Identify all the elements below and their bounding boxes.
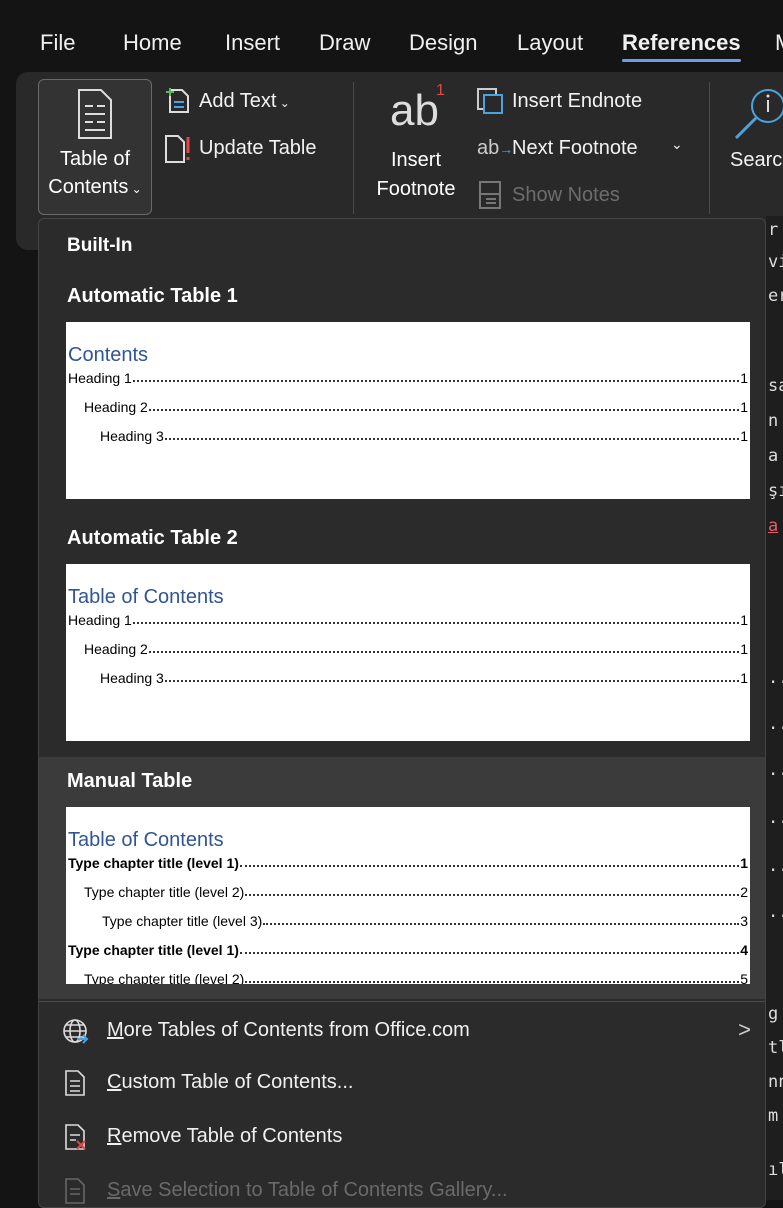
preview-line: Type chapter title (level 1) 4 xyxy=(68,942,748,958)
document-icon xyxy=(65,1070,85,1096)
ribbon-divider xyxy=(353,82,354,214)
preview-line: Type chapter title (level 3) 3 xyxy=(102,913,748,929)
insert-footnote-label-2: Footnote xyxy=(376,178,456,200)
insert-endnote-icon xyxy=(477,88,503,114)
section-title: Automatic Table 2 xyxy=(67,527,238,549)
preview-line: Type chapter title (level 2) 2 xyxy=(84,884,748,900)
tab-home[interactable]: Home xyxy=(123,30,182,55)
more-tables-online-item[interactable]: More Tables of Contents from Office.com … xyxy=(39,1009,765,1055)
preview-line: Type chapter title (level 1) 1 xyxy=(68,855,748,871)
preview-line: Type chapter title (level 2) 5 xyxy=(84,971,748,984)
built-in-header: Built-In xyxy=(67,235,133,256)
preview-title: Contents xyxy=(68,344,149,366)
tab-insert[interactable]: Insert xyxy=(225,30,281,55)
next-footnote-dropdown[interactable]: ⌄ xyxy=(671,136,683,152)
section-title: Automatic Table 1 xyxy=(67,285,238,307)
custom-table-of-contents-item[interactable]: Custom Table of Contents... xyxy=(39,1061,765,1107)
toc-preview-2[interactable]: Table of Contents Heading 1 1 Heading 2 1 Hea… xyxy=(66,564,750,741)
globe-icon xyxy=(63,1019,89,1044)
search-button[interactable]: Search xyxy=(730,149,783,171)
update-table-icon xyxy=(165,135,190,163)
tab-draw[interactable]: Draw xyxy=(319,30,371,55)
add-text-button[interactable]: Add Text ⌄ xyxy=(199,90,290,112)
save-selection-to-gallery-item[interactable]: Save Selection to Table of Contents Gall… xyxy=(39,1169,765,1207)
save-gallery-icon xyxy=(65,1178,85,1204)
document-background: r vir er sa n a şıl a ... ... ... ... ..… xyxy=(766,216,783,1200)
table-of-contents-dropdown: Built-In Automatic Table 1 Contents Headin… xyxy=(38,218,766,1208)
preview-title: Table of Contents xyxy=(68,829,224,851)
chevron-right-icon: > xyxy=(738,1017,751,1042)
remove-document-icon xyxy=(65,1124,86,1150)
menu-divider xyxy=(39,1001,765,1002)
tab-file[interactable]: File xyxy=(40,30,76,55)
section-title: Manual Table xyxy=(67,770,193,792)
toc-label-2: Contents xyxy=(48,176,129,198)
add-text-icon xyxy=(166,88,189,113)
ribbon-divider xyxy=(709,82,710,214)
table-of-contents-button[interactable]: Table of Contents ⌄ xyxy=(38,79,152,215)
toc-preview-3[interactable]: Table of Contents Type chapter title (lev… xyxy=(66,807,750,984)
footnote-superscript: 1 xyxy=(436,82,445,99)
tab-layout[interactable]: Layout xyxy=(517,30,584,55)
search-icon xyxy=(734,89,783,140)
chevron-down-icon: ⌄ xyxy=(128,182,142,196)
tab-mailings[interactable]: M xyxy=(775,30,783,56)
next-footnote-button[interactable]: Next Footnote xyxy=(512,137,638,159)
insert-footnote-button[interactable]: ab 1 Insert Footnote xyxy=(370,80,462,210)
document-icon xyxy=(78,89,112,139)
remove-table-of-contents-item[interactable]: Remove Table of Contents xyxy=(39,1115,765,1161)
footnote-icon: ab xyxy=(390,86,439,135)
tab-design[interactable]: Design xyxy=(409,30,478,55)
next-footnote-icon: ab→ xyxy=(477,137,514,159)
preview-title: Table of Contents xyxy=(68,586,224,608)
ribbon-tabs: File Home Insert Draw Design Layout Refe… xyxy=(0,30,783,66)
insert-endnote-button[interactable]: Insert Endnote xyxy=(512,90,643,112)
insert-footnote-label: Insert xyxy=(390,149,442,171)
update-table-button[interactable]: Update Table xyxy=(199,137,317,159)
show-notes-icon xyxy=(479,181,501,209)
tab-references[interactable]: References xyxy=(622,30,741,62)
toc-label-1: Table of xyxy=(59,148,131,170)
show-notes-button[interactable]: Show Notes xyxy=(512,184,620,206)
